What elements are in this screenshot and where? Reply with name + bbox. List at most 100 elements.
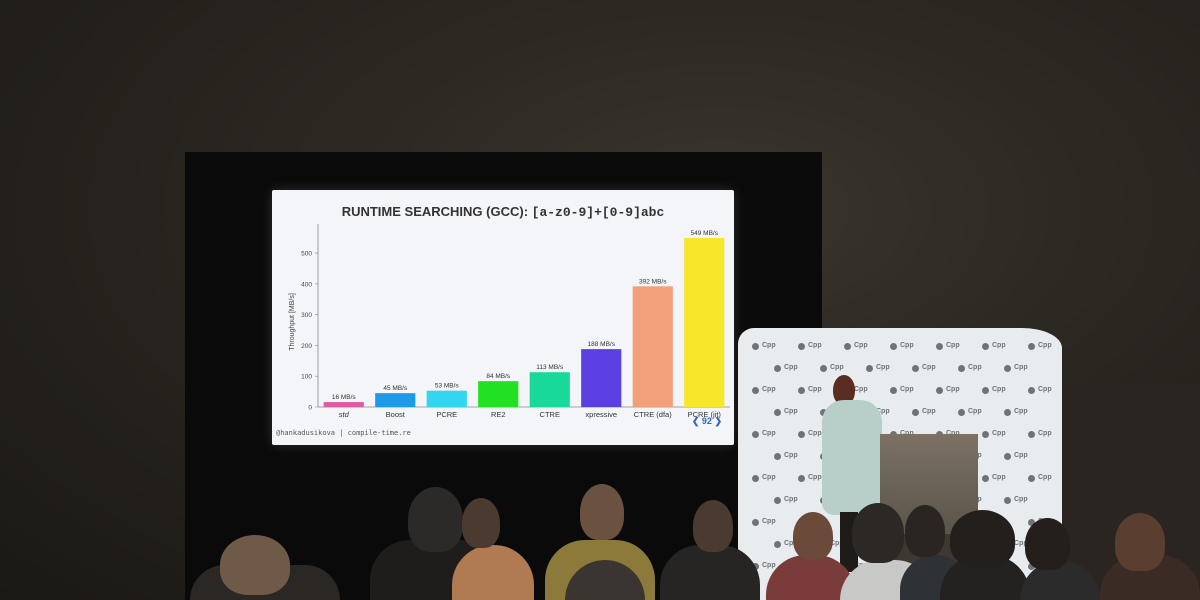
audience-member: [793, 512, 833, 560]
bar-data-label: 53 MB/s: [435, 383, 460, 390]
y-axis-label: Throughput [MB/s]: [289, 293, 296, 351]
y-tick-label: 0: [308, 405, 312, 412]
cpp-logo: Cpp: [958, 408, 992, 417]
slide-title-prefix: RUNTIME SEARCHING (GCC):: [341, 204, 529, 219]
cpp-logo-text: Cpp: [762, 474, 776, 481]
cpp-logo: Cpp: [1028, 430, 1062, 439]
cpp-logo-text: Cpp: [876, 408, 890, 415]
audience-member: [905, 505, 945, 557]
cpp-logo: Cpp: [752, 430, 786, 439]
cpp-logo-text: Cpp: [900, 430, 914, 437]
bar-boost: [375, 393, 416, 407]
bar-xpressive: [581, 349, 622, 407]
cpp-logo-text: Cpp: [946, 342, 960, 349]
cpp-logo: Cpp: [912, 408, 946, 417]
cpp-logo: Cpp: [820, 364, 854, 373]
bar-data-label: 392 MB/s: [639, 278, 667, 285]
x-tick-label: PCRE: [436, 410, 457, 419]
cpp-logo-text: Cpp: [992, 474, 1006, 481]
x-tick-label: CTRE (dfa): [634, 410, 672, 419]
audience-member: [408, 487, 463, 552]
cpp-logo: Cpp: [890, 342, 924, 351]
cpp-logo-text: Cpp: [830, 540, 844, 547]
audience-member: [580, 484, 624, 540]
chevron-left-icon: ❮: [691, 416, 700, 426]
bar-std: [323, 402, 364, 407]
audience-member: [1025, 518, 1070, 570]
audience-member: [693, 500, 733, 552]
speaker-head: [833, 375, 855, 405]
cpp-logo: Cpp: [1028, 386, 1062, 395]
cpp-logo: Cpp: [752, 474, 786, 483]
cpp-logo: Cpp: [752, 342, 786, 351]
cpp-logo-text: Cpp: [762, 430, 776, 437]
cpp-logo-text: Cpp: [854, 386, 868, 393]
cpp-logo-text: Cpp: [992, 430, 1006, 437]
cpp-logo: Cpp: [1028, 342, 1062, 351]
cpp-logo: Cpp: [912, 364, 946, 373]
cpp-logo-text: Cpp: [1014, 452, 1028, 459]
bars: 16 MB/s std 45 MB/s Boost 53 MB/s PCRE 84 MB/s…: [323, 230, 725, 419]
cpp-logo-text: Cpp: [1038, 342, 1052, 349]
cpp-logo-text: Cpp: [762, 562, 776, 569]
slide-title: RUNTIME SEARCHING (GCC): [a-z0-9]+[0-9]a…: [272, 204, 734, 220]
cpp-logo-text: Cpp: [808, 474, 822, 481]
y-tick-label: 300: [301, 312, 312, 319]
cpp-logo-text: Cpp: [900, 386, 914, 393]
cpp-logo: Cpp: [1004, 408, 1038, 417]
cpp-logo: Cpp: [936, 342, 970, 351]
slide-title-regex: [a-z0-9]+[0-9]abc: [531, 205, 665, 220]
cpp-logo-text: Cpp: [992, 386, 1006, 393]
page-number: 92: [701, 416, 712, 426]
cpp-logo: Cpp: [1004, 364, 1038, 373]
cpp-logo: Cpp: [958, 364, 992, 373]
cpp-logo: Cpp: [774, 452, 808, 461]
presentation-slide: RUNTIME SEARCHING (GCC): [a-z0-9]+[0-9]a…: [272, 190, 734, 445]
cpp-logo-text: Cpp: [922, 408, 936, 415]
y-tick-label: 400: [301, 281, 312, 288]
slide-footer: @hankadusikova | compile-time.re: [272, 429, 734, 439]
cpp-logo-text: Cpp: [1038, 430, 1052, 437]
y-tick-label: 100: [301, 374, 312, 381]
cpp-logo-text: Cpp: [784, 540, 798, 547]
audience-member: [1115, 513, 1165, 571]
cpp-logo-text: Cpp: [946, 386, 960, 393]
cpp-logo: Cpp: [774, 408, 808, 417]
cpp-logo-text: Cpp: [830, 364, 844, 371]
cpp-logo-text: Cpp: [784, 496, 798, 503]
cpp-logo-text: Cpp: [784, 408, 798, 415]
bar-data-label: 45 MB/s: [383, 385, 408, 392]
bar-data-label: 16 MB/s: [332, 394, 357, 401]
audience-member: [462, 498, 500, 548]
x-tick-label: Boost: [386, 410, 406, 419]
bar-pcre-jit: [684, 238, 725, 407]
cpp-logo-text: Cpp: [946, 430, 960, 437]
bar-data-label: 84 MB/s: [486, 373, 511, 380]
cpp-logo: Cpp: [890, 386, 924, 395]
cpp-logo: Cpp: [798, 474, 832, 483]
cpp-logo: Cpp: [1004, 452, 1038, 461]
y-ticks: 0 100 200 300 400 500: [301, 251, 318, 412]
cpp-logo-text: Cpp: [808, 342, 822, 349]
cpp-logo-text: Cpp: [900, 342, 914, 349]
x-tick-label: std: [339, 410, 350, 419]
chevron-right-icon: ❯: [714, 416, 722, 426]
cpp-logo-text: Cpp: [808, 430, 822, 437]
x-tick-label: xpressive: [585, 410, 617, 419]
y-tick-label: 200: [301, 343, 312, 350]
cpp-logo-text: Cpp: [992, 342, 1006, 349]
cpp-logo: Cpp: [1004, 496, 1038, 505]
cpp-logo-text: Cpp: [968, 364, 982, 371]
bar-ctre-dfa: [632, 286, 673, 407]
cpp-logo: Cpp: [774, 540, 808, 549]
audience-member: [660, 545, 760, 600]
cpp-logo: Cpp: [798, 386, 832, 395]
x-tick-label: RE2: [491, 410, 506, 419]
cpp-logo: Cpp: [936, 386, 970, 395]
bar-chart: 0 100 200 300 400 500 16 MB/s std 45 MB/s Boost 5…: [289, 224, 730, 419]
slide-page-nav: ❮ 92 ❯: [692, 416, 722, 427]
cpp-logo-text: Cpp: [1014, 540, 1028, 547]
bar-data-label: 549 MB/s: [691, 230, 719, 237]
cpp-logo-text: Cpp: [1014, 408, 1028, 415]
